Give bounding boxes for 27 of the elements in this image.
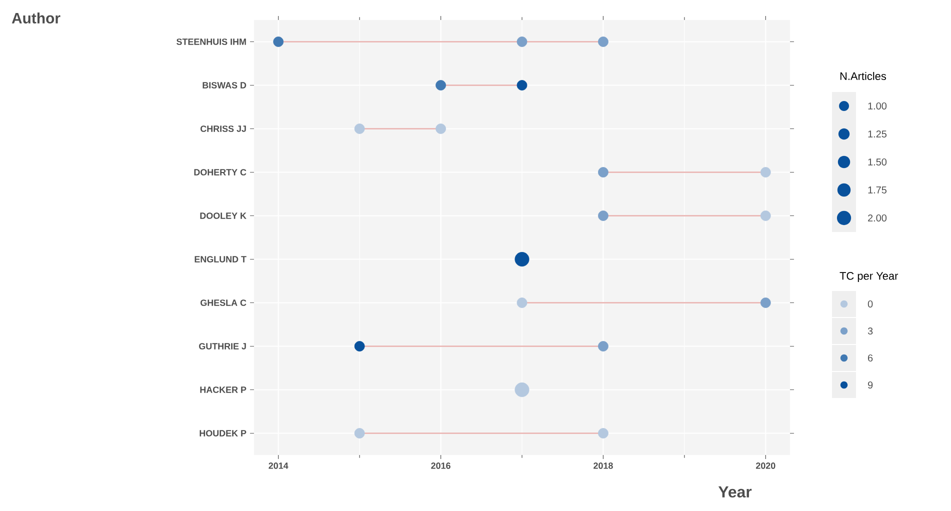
y-tick-label: CHRISS JJ <box>200 126 246 132</box>
x-tick-label: 2020 <box>756 462 776 469</box>
text: Author <box>12 12 60 24</box>
color-bar-title: TC per Year <box>840 272 898 282</box>
color-bar-label: 6 <box>868 354 873 362</box>
x-tick-label: 2014 <box>268 462 288 469</box>
color-bar-label: 0 <box>868 300 873 308</box>
y-tick-label: BISWAS D <box>202 82 246 88</box>
y-tick-label: HACKER P <box>200 386 246 393</box>
x-tick-label: 2018 <box>594 462 613 469</box>
x-tick-label: 2016 <box>431 462 450 469</box>
y-tick-label: ENGLUND T <box>194 256 246 262</box>
y-tick-label: DOHERTY C <box>194 169 246 176</box>
x-axis-title: Year <box>718 486 752 498</box>
y-tick-label: GUTHRIE J <box>199 343 246 350</box>
legend-label: 2.00 <box>868 214 887 222</box>
legend-label: 1.50 <box>868 158 887 166</box>
color-bar-label: 9 <box>868 381 873 389</box>
y-tick-label: STEENHUIS IHM <box>176 38 246 45</box>
legend-label: 1.75 <box>868 186 887 194</box>
y-tick-label: HOUDEK P <box>200 430 246 436</box>
y-tick-label: GHESLA C <box>200 300 246 306</box>
legend-label: 1.25 <box>868 130 887 138</box>
y-tick-label: DOOLEY K <box>200 212 246 219</box>
legend-title: N.Articles <box>840 72 886 80</box>
legend-label: 1.00 <box>868 102 887 110</box>
color-bar-label: 3 <box>868 327 873 335</box>
